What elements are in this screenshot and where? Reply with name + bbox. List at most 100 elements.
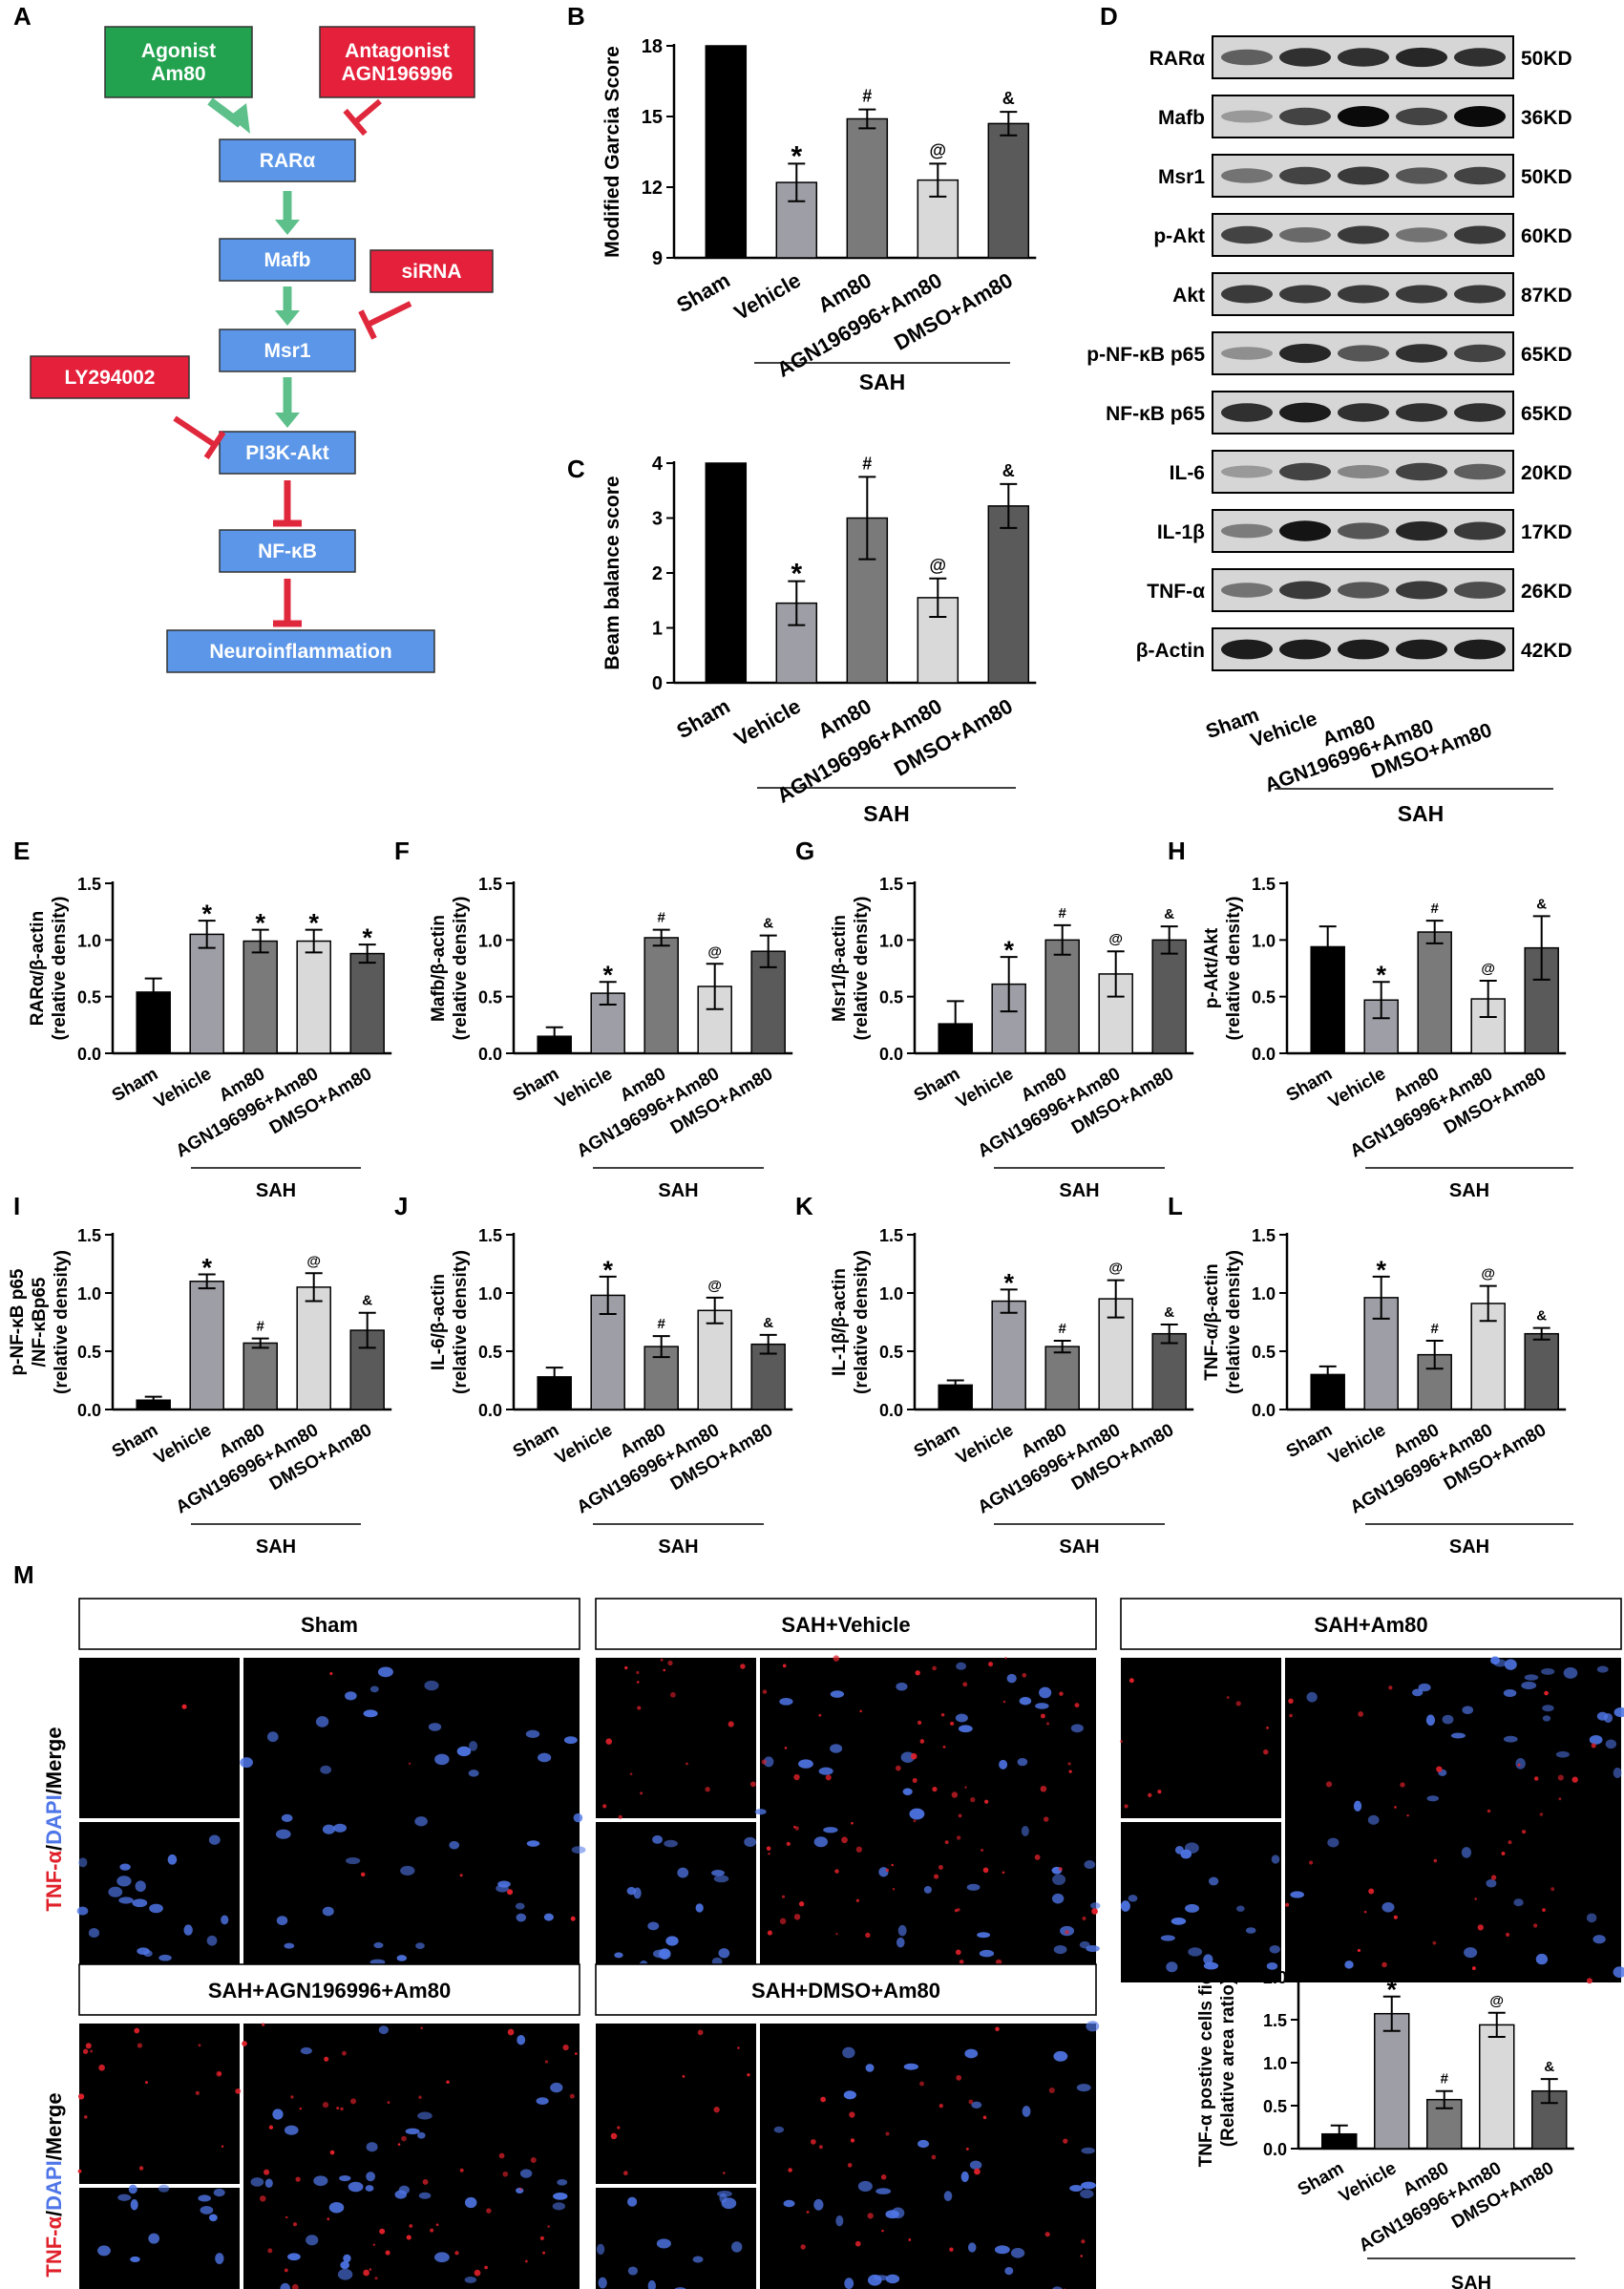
tnf-signal xyxy=(342,2050,347,2056)
y-tick-label: 0.5 xyxy=(1263,2097,1287,2116)
tnf-signal xyxy=(1034,1854,1041,1860)
panel-letter-a: A xyxy=(13,2,32,31)
tnf-signal xyxy=(1128,1678,1134,1684)
panel-m-microscopy: Sham SAH+Vehicle SAH+Am80 SAH+AGN196996+Am8… xyxy=(42,1598,1624,2289)
tnf-signal xyxy=(749,1781,756,1788)
nucleus xyxy=(695,1903,704,1913)
nucleus xyxy=(885,2274,900,2284)
y-tick-label: 1.0 xyxy=(77,931,101,950)
nucleus xyxy=(966,1883,981,1891)
tnf-signal xyxy=(835,1933,838,1936)
nucleus xyxy=(967,2242,977,2253)
tnf-signal xyxy=(806,2211,810,2214)
node-mafb xyxy=(219,238,356,282)
nucleus xyxy=(167,1854,178,1865)
inhibit-sirna xyxy=(358,301,412,340)
nucleus xyxy=(1503,1689,1517,1697)
bar-dmso-am80 xyxy=(1151,1332,1187,1410)
node-antagonist-label: AGN196996 xyxy=(342,63,453,85)
tnf-signal xyxy=(1550,1887,1555,1892)
nucleus xyxy=(221,1915,229,1925)
y-axis-label: (relative density) xyxy=(852,1250,872,1394)
tnf-signal xyxy=(1045,1722,1050,1726)
nucleus xyxy=(552,2202,566,2211)
nucleus xyxy=(315,1716,329,1727)
nucleus xyxy=(1381,1901,1395,1913)
nucleus xyxy=(1605,1739,1617,1749)
tnf-signal xyxy=(474,2269,481,2277)
y-tick-label: 1.5 xyxy=(879,875,903,894)
tnf-signal xyxy=(793,1825,796,1829)
significance-marker: * xyxy=(791,140,802,172)
tnf-signal xyxy=(931,2154,937,2160)
tnf-signal xyxy=(446,2080,450,2085)
tnf-signal xyxy=(1471,1966,1476,1971)
tnf-signal xyxy=(885,1868,889,1872)
tnf-signal xyxy=(1289,1713,1293,1718)
nucleus xyxy=(1524,1674,1539,1681)
tnf-signal xyxy=(138,2166,144,2171)
y-tick-label: 0.5 xyxy=(879,1343,903,1362)
tnf-signal xyxy=(932,1665,937,1671)
tnf-signal xyxy=(530,2156,537,2163)
nucleus xyxy=(773,2126,785,2133)
protein-label: IL-6 xyxy=(1170,462,1205,484)
tnf-signal xyxy=(1285,1902,1290,1907)
y-tick-label: 1.0 xyxy=(1252,1284,1276,1303)
tnf-signal xyxy=(788,2168,792,2172)
nucleus xyxy=(363,1709,378,1718)
node-agonist xyxy=(104,26,253,98)
micro-title: SAH+Am80 xyxy=(1314,1613,1427,1637)
micro-group: SAH+AGN196996+Am80 xyxy=(78,1963,580,2016)
bar-vehicle xyxy=(991,1300,1026,1410)
tnf-signal xyxy=(640,1791,643,1795)
tnf-signal xyxy=(636,1681,640,1684)
group-bracket-label: SAH xyxy=(1451,2273,1491,2289)
channel-label-part: /Merge xyxy=(42,1727,66,1794)
tnf-signal xyxy=(881,2229,884,2233)
nucleus xyxy=(844,2278,854,2289)
tnf-signal xyxy=(1004,1657,1007,1660)
bar-vehicle xyxy=(1363,999,1399,1054)
tnf-signal xyxy=(602,1804,607,1809)
protein-label: p-NF-κB p65 xyxy=(1086,344,1205,366)
nucleus xyxy=(557,2178,568,2186)
nucleus xyxy=(313,2175,328,2187)
nucleus xyxy=(956,1662,967,1670)
significance-marker: @ xyxy=(707,943,722,960)
nucleus xyxy=(652,1834,664,1844)
node-neuroinflammation-label: Neuroinflammation xyxy=(209,641,391,663)
tnf-signal xyxy=(1388,1685,1393,1690)
nucleus xyxy=(517,2034,526,2045)
category-label: Vehicle xyxy=(730,268,805,326)
tnf-signal xyxy=(369,2268,372,2271)
y-tick-label: 1.5 xyxy=(1263,2011,1287,2030)
tnf-signal xyxy=(98,2064,105,2071)
tile-background xyxy=(760,2024,1096,2289)
tnf-signal xyxy=(1586,1978,1592,1984)
nucleus xyxy=(1188,1947,1203,1957)
tnf-signal xyxy=(544,2060,549,2064)
y-axis-label: (relative density) xyxy=(52,1250,72,1394)
y-tick-label: 2 xyxy=(652,563,663,584)
band xyxy=(1279,402,1331,423)
nucleus xyxy=(343,2254,351,2263)
tnf-signal xyxy=(617,2126,621,2130)
nucleus xyxy=(647,2279,656,2289)
y-axis-label: Mafb/β-actin xyxy=(429,915,449,1022)
bar-sham xyxy=(705,462,748,684)
y-tick-label: 15 xyxy=(642,107,663,128)
node-agonist-label: Am80 xyxy=(151,63,205,85)
micro-title: SAH+AGN196996+Am80 xyxy=(208,1979,451,2003)
tnf-signal xyxy=(949,2247,954,2252)
y-axis-label: (relative density) xyxy=(451,1250,471,1394)
tnf-signal xyxy=(299,2107,303,2110)
significance-marker: # xyxy=(1431,1321,1440,1337)
tnf-signal xyxy=(938,1865,943,1870)
tile-background xyxy=(1121,1658,1281,1818)
nucleus xyxy=(843,2090,856,2100)
tnf-signal xyxy=(833,1655,840,1662)
band xyxy=(1221,49,1273,66)
group-bracket-label: SAH xyxy=(658,1180,698,1201)
tnf-signal xyxy=(968,2099,974,2105)
